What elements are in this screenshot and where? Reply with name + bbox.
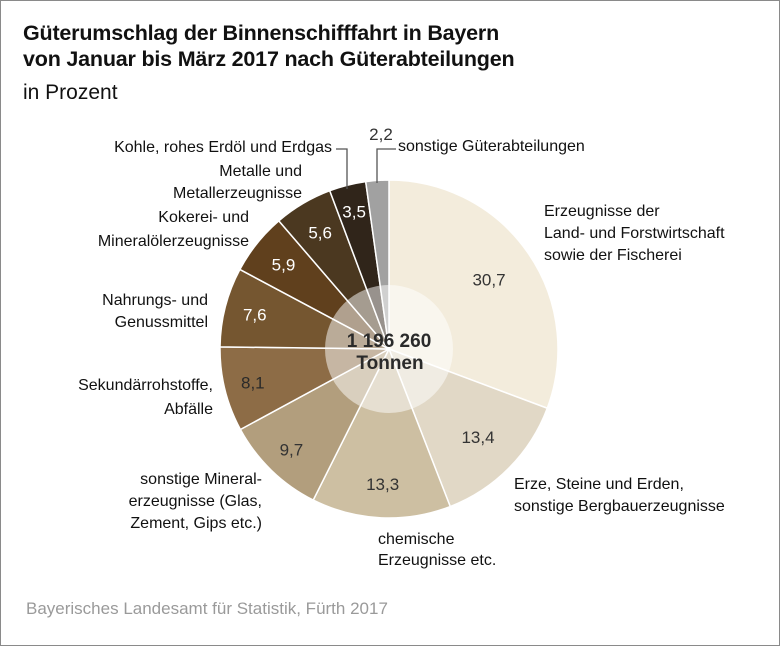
- slice-value-label: 13,3: [366, 475, 399, 494]
- label-sekundaer: Sekundärrohstoffe, Abfälle: [78, 374, 213, 422]
- label-mineral: sonstige Mineral- erzeugnisse (Glas, Zem…: [129, 469, 262, 535]
- center-total-unit: Tonnen: [356, 353, 423, 374]
- label-line: Abfälle: [164, 401, 213, 418]
- label-kohle: Kohle, rohes Erdöl und Erdgas: [114, 137, 332, 159]
- chart-title: Güterumschlag der Binnenschifffahrt in B…: [23, 20, 515, 72]
- label-line: chemische: [378, 531, 455, 548]
- label-line: Mineralölerzeugnisse: [97, 233, 249, 250]
- title-line-1: Güterumschlag der Binnenschifffahrt in B…: [23, 21, 500, 45]
- slice-value-label: 30,7: [472, 271, 505, 290]
- pie-slice: [312, 348, 451, 519]
- label-line: Genussmittel: [114, 314, 208, 331]
- label-nahrung: Nahrungs- und Genussmittel: [102, 290, 208, 334]
- label-line: Kokerei- und: [158, 209, 249, 226]
- title-line-2: von Januar bis März 2017 nach Güterabtei…: [23, 47, 515, 71]
- label-line: Sekundärrohstoffe,: [78, 377, 213, 394]
- label-line: erzeugnisse (Glas,: [128, 493, 262, 510]
- center-overlay: [325, 285, 453, 413]
- label-sonstige-gueter: sonstige Güterabteilungen: [398, 136, 585, 158]
- label-line: Erzeugnisse etc.: [378, 552, 497, 569]
- label-land-forst: Erzeugnisse der Land- und Forstwirtschaf…: [544, 201, 725, 267]
- label-line: Metalle und: [219, 163, 302, 180]
- label-line: Erze, Steine und Erden,: [514, 476, 684, 493]
- slice-value-label: 3,5: [342, 202, 366, 221]
- label-line: sonstige Güterabteilungen: [398, 138, 585, 155]
- leader-line-sonstige: [376, 148, 396, 183]
- label-line: sonstige Bergbauerzeugnisse: [514, 498, 725, 515]
- slice-value-label: 2,2: [369, 125, 393, 144]
- label-erze: Erze, Steine und Erden, sonstige Bergbau…: [514, 474, 725, 518]
- label-line: Kohle, rohes Erdöl und Erdgas: [114, 139, 332, 156]
- slice-value-label: 9,7: [280, 441, 304, 460]
- label-line: Land- und Forstwirtschaft: [544, 225, 725, 242]
- label-line: sowie der Fischerei: [544, 247, 682, 264]
- slice-value-label: 8,1: [241, 374, 265, 393]
- label-kokerei: Kokerei- und Mineralölerzeugnisse: [98, 206, 249, 254]
- center-total-value: 1 196 260: [347, 331, 432, 352]
- label-line: Metallerzeugnisse: [173, 185, 302, 202]
- label-line: sonstige Mineral-: [140, 471, 262, 488]
- slice-value-label: 7,6: [243, 306, 267, 325]
- label-line: Erzeugnisse der: [544, 203, 660, 220]
- slice-value-label: 5,9: [272, 255, 296, 274]
- source-note: Bayerisches Landesamt für Statistik, Für…: [26, 599, 388, 618]
- label-metalle: Metalle und Metallerzeugnisse: [173, 161, 302, 205]
- label-chemie: chemische Erzeugnisse etc.: [378, 529, 496, 571]
- slice-value-label: 5,6: [308, 224, 332, 243]
- leader-line-kohle: [336, 148, 348, 189]
- slice-value-labels: 30,7 13,4 13,3 9,7 8,1 7,6 5,9 5,6 3,5 2,2: [241, 125, 506, 494]
- chart-subtitle: in Prozent: [23, 81, 118, 104]
- slice-value-label: 13,4: [461, 428, 494, 447]
- label-line: Nahrungs- und: [102, 292, 208, 309]
- leader-lines: [336, 148, 396, 189]
- label-line: Zement, Gips etc.): [130, 515, 262, 532]
